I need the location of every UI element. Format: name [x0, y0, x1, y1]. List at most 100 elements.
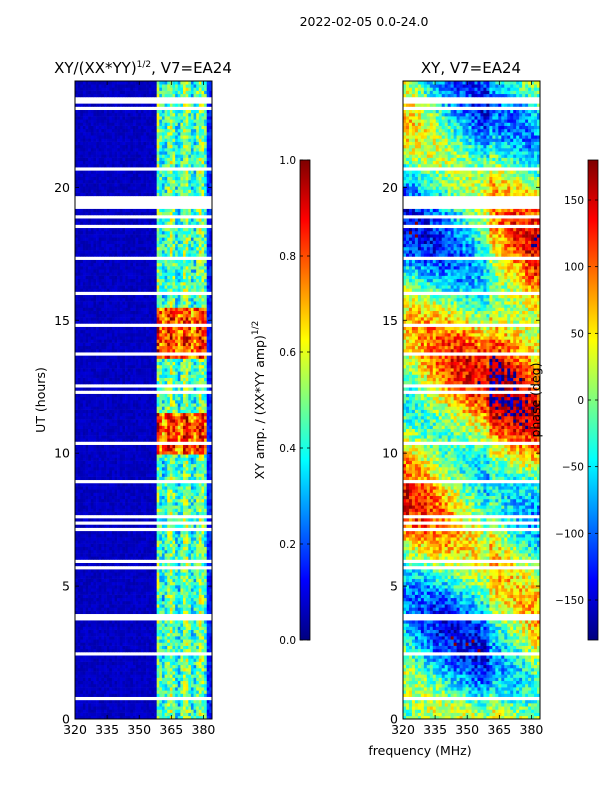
heatmap-cell — [138, 451, 142, 455]
heatmap-cell — [143, 495, 147, 500]
heatmap-cell — [90, 594, 94, 599]
heatmap-cell — [117, 524, 121, 528]
heatmap-cell — [143, 632, 147, 637]
heatmap-cell — [122, 639, 126, 643]
heatmap-cell — [125, 495, 128, 500]
heatmap-cell — [103, 683, 107, 688]
heatmap-cell — [138, 655, 142, 659]
heatmap-cell — [125, 489, 128, 493]
heatmap-cell — [161, 409, 165, 414]
heatmap-cell — [109, 680, 113, 685]
heatmap-cell — [196, 706, 200, 710]
heatmap-cell — [206, 661, 210, 666]
heatmap-cell — [75, 425, 78, 430]
heatmap-cell — [204, 639, 208, 643]
heatmap-cell — [188, 594, 192, 599]
heatmap-cell — [138, 664, 142, 669]
heatmap-cell — [183, 712, 186, 717]
heatmap-cell — [117, 505, 121, 509]
heatmap-cell — [183, 629, 186, 634]
heatmap-cell — [82, 674, 86, 678]
heatmap-cell — [151, 572, 155, 576]
heatmap-cell — [130, 578, 134, 583]
heatmap-cell — [125, 543, 128, 548]
heatmap-cell — [183, 489, 186, 493]
heatmap-cell — [130, 712, 134, 717]
heatmap-cell — [88, 600, 92, 605]
heatmap-cell — [127, 502, 131, 506]
heatmap-cell — [98, 581, 102, 586]
heatmap-cell — [90, 712, 94, 717]
heatmap-cell — [106, 712, 110, 717]
heatmap-cell — [82, 495, 86, 500]
heatmap-cell — [80, 549, 84, 554]
heatmap-cell — [111, 703, 115, 707]
heatmap-cell — [143, 556, 147, 560]
heatmap-cell — [88, 562, 92, 567]
heatmap-cell — [175, 594, 179, 599]
heatmap-cell — [206, 498, 210, 503]
heatmap-cell — [169, 533, 173, 538]
heatmap-cell — [127, 607, 131, 611]
heatmap-cell — [206, 690, 210, 694]
heatmap-cell — [206, 492, 210, 496]
heatmap-cell — [159, 435, 163, 439]
heatmap-cell — [180, 693, 184, 697]
heatmap-cell — [204, 620, 208, 624]
heatmap-cell — [151, 667, 155, 672]
heatmap-cell — [103, 706, 107, 710]
heatmap-cell — [119, 419, 123, 423]
heatmap-cell — [135, 546, 139, 551]
heatmap-cell — [80, 632, 84, 637]
heatmap-cell — [156, 451, 160, 455]
heatmap-cell — [77, 412, 81, 417]
heatmap-cell — [167, 594, 171, 599]
heatmap-cell — [154, 632, 157, 637]
heatmap-cell — [135, 715, 139, 719]
heatmap-cell — [143, 645, 147, 650]
heatmap-cell — [209, 664, 212, 669]
heatmap-cell — [167, 540, 171, 544]
heatmap-cell — [164, 626, 168, 630]
heatmap-cell — [127, 664, 131, 669]
heatmap-cell — [143, 400, 147, 404]
heatmap-cell — [93, 403, 97, 407]
heatmap-cell — [98, 540, 102, 544]
heatmap-cell — [88, 463, 92, 468]
heatmap-cell — [119, 667, 123, 672]
heatmap-cell — [183, 387, 186, 391]
heatmap-cell — [196, 505, 200, 509]
heatmap-cell — [140, 546, 144, 551]
heatmap-cell — [130, 396, 134, 401]
heatmap-cell — [146, 687, 150, 691]
heatmap-cell — [127, 706, 131, 710]
heatmap-cell — [130, 508, 134, 512]
heatmap-cell — [196, 594, 200, 599]
heatmap-cell — [196, 642, 200, 646]
heatmap-cell — [80, 473, 84, 477]
heatmap-cell — [209, 444, 212, 449]
heatmap-cell — [75, 623, 78, 627]
heatmap-cell — [88, 419, 92, 423]
heatmap-cell — [193, 466, 197, 471]
heatmap-cell — [114, 553, 118, 557]
heatmap-cell — [172, 406, 176, 410]
heatmap-cell — [185, 591, 189, 595]
heatmap-cell — [103, 444, 107, 449]
heatmap-cell — [175, 604, 179, 608]
heatmap-cell — [127, 632, 131, 637]
heatmap-cell — [148, 518, 152, 522]
heatmap-cell — [122, 575, 126, 579]
heatmap-cell — [154, 578, 157, 583]
heatmap-cell — [161, 435, 165, 439]
heatmap-cell — [164, 396, 168, 401]
heatmap-cell — [135, 476, 139, 481]
heatmap-cell — [206, 470, 210, 474]
heatmap-cell — [151, 409, 155, 414]
heatmap-cell — [101, 470, 105, 474]
heatmap-cell — [138, 693, 142, 697]
heatmap-cell — [98, 482, 102, 487]
heatmap-cell — [80, 518, 84, 522]
heatmap-cell — [98, 636, 102, 640]
heatmap-cell — [177, 473, 181, 477]
